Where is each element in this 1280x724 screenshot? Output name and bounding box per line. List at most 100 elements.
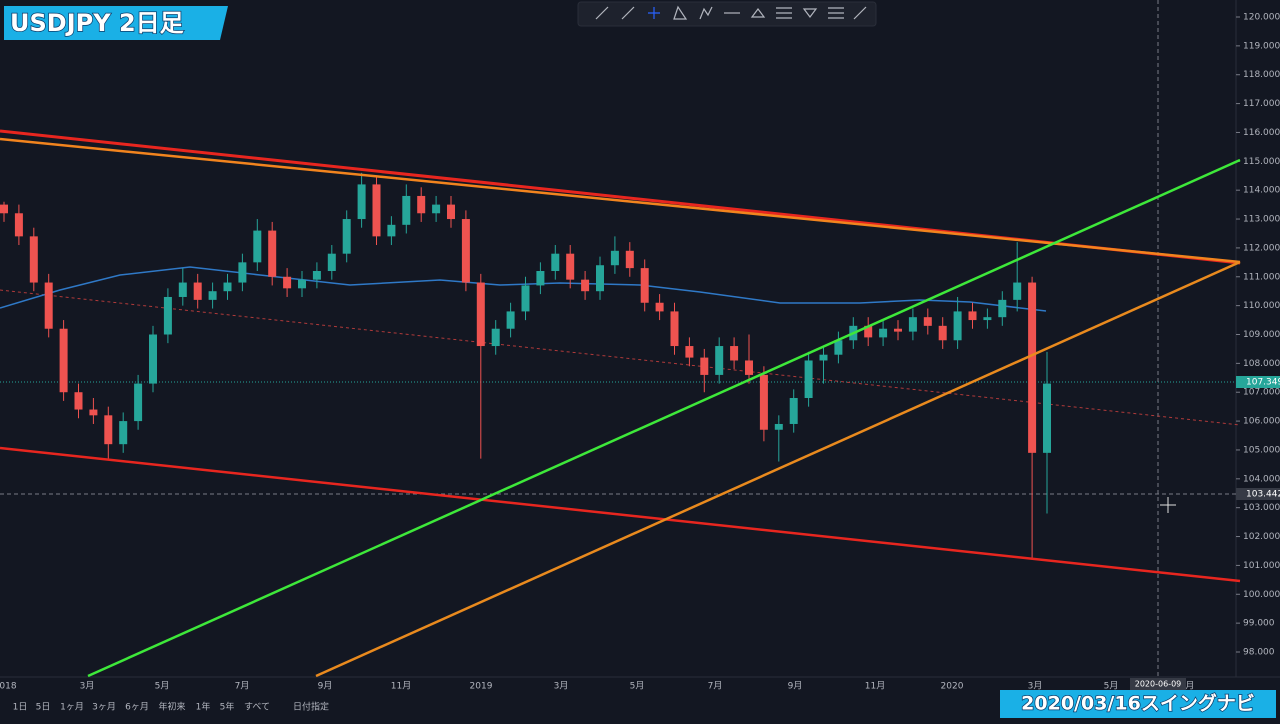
candle-body [655,302,664,312]
candle-body [104,415,113,445]
tool-trend[interactable] [595,6,609,20]
candle-body [968,311,977,321]
candle-body [312,271,321,280]
time-label: 9月 [318,681,333,692]
tool-cross[interactable] [648,7,660,19]
title-badge [4,6,228,40]
candle-body [745,360,753,375]
tool-ray[interactable] [621,6,635,20]
candle-body [998,299,1007,318]
candle-body [1028,282,1037,453]
candle-body [208,291,217,300]
range-button[interactable]: 1ヶ月 [60,702,84,713]
caption-badge [1000,690,1276,718]
tool-fib[interactable] [673,5,688,20]
time-label: 3月 [1028,681,1043,692]
tool-up[interactable] [750,8,766,18]
crosshair-price-label: 103.442 [1246,490,1280,500]
range-button[interactable]: 年初来 [158,701,185,713]
price-tick-label: 106.000 [1243,417,1280,427]
candle-body [759,374,768,430]
range-button[interactable]: 3ヶ月 [92,702,116,713]
candle-body [29,236,38,283]
range-button[interactable]: 5日 [36,702,51,713]
candle-body [908,317,917,332]
time-label: 2019 [470,682,493,692]
range-button[interactable]: 1年 [196,701,211,713]
time-label: 7月 [1180,681,1195,692]
candle-body [804,360,813,398]
tool-pattern[interactable] [699,6,713,20]
price-tick-label: 117.000 [1243,99,1280,109]
time-label: 7月 [235,681,250,692]
candle-body [536,271,545,286]
range-button[interactable]: 6ヶ月 [125,702,149,713]
candle-body [387,224,396,237]
candle-body [789,398,798,424]
tool-fork[interactable] [776,7,792,19]
candle-body [640,268,649,303]
candle-body [44,282,53,329]
range-button[interactable]: 1日 [13,702,28,713]
time-label: 5月 [630,681,645,692]
range-button[interactable]: 日付指定 [293,701,329,713]
candle-body [268,230,277,277]
last-price-label: 107.349 [1246,378,1280,388]
candle-body [819,354,828,361]
price-tick-label: 116.000 [1243,128,1280,138]
trend-line-orange-upper [0,137,1241,264]
price-tick-label: 120.000 [1243,13,1280,23]
toolbar-bg [577,1,877,27]
candle-body [476,282,485,347]
price-tick-label: 109.000 [1243,330,1280,340]
candle-body [581,279,590,292]
candle-body [461,219,470,283]
time-label: 7月 [708,681,723,692]
candle-body [238,262,247,283]
time-label: 3月 [80,681,95,692]
tool-range[interactable] [828,7,844,19]
price-tick-label: 112.000 [1243,243,1280,253]
candle-body [178,282,187,297]
price-tick-label: 101.000 [1243,561,1280,571]
candle-body [89,409,98,416]
price-tick-label: 113.000 [1243,215,1280,225]
range-button[interactable]: 5年 [220,701,235,713]
price-tick-label: 105.000 [1243,445,1280,455]
candle-body [149,334,157,384]
candle-body [342,219,351,254]
candle-body [417,195,426,214]
candle-body [521,285,530,312]
candle-body [223,282,232,292]
crosshair-price-badge [1236,488,1280,500]
moving-average [0,266,1047,312]
candle-body [566,253,575,280]
price-tick-label: 108.000 [1243,359,1280,369]
cursor [1160,497,1176,513]
price-tick-label: 115.000 [1243,157,1280,167]
candle-body [298,279,306,289]
trend-line-orange-lower [315,260,1241,678]
range-button[interactable]: すべて [244,702,270,713]
time-label: 018 [0,682,17,692]
candle-body [864,325,873,338]
price-tick-label: 100.000 [1243,590,1280,600]
price-tick-label: 110.000 [1243,301,1280,311]
price-tick-label: 103.000 [1243,503,1280,513]
time-label: 11月 [865,681,885,692]
candle-body [357,184,366,220]
candle-body [730,346,739,361]
candle-body [834,340,843,355]
tool-down[interactable] [802,8,818,18]
candle-body [953,311,962,341]
crosshair-date-label: 2020-06-09 [1135,680,1182,689]
candle-body [625,250,634,269]
candle-body [327,253,336,271]
candle-body [879,328,888,338]
candle-body [283,276,292,289]
title: USDJPY 2日足 [10,9,184,37]
candle-body [506,311,515,329]
tool-brush[interactable] [853,6,867,20]
time-label: 9月 [788,681,803,692]
